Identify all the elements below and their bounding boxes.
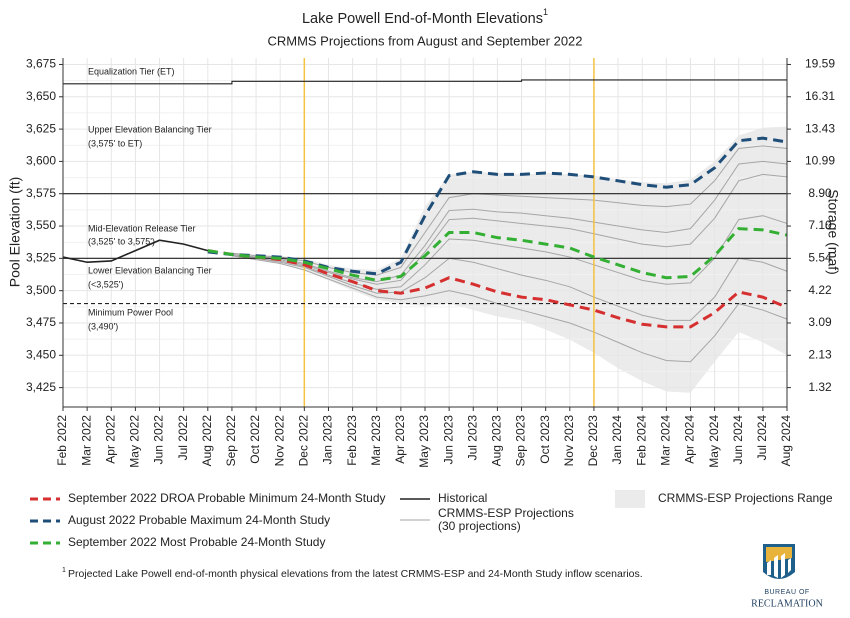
x-tick-label: Aug 2022 (200, 415, 214, 467)
projection-line (231, 160, 788, 283)
legend-label: (30 projections) (438, 519, 521, 533)
x-tick-label: Jul 2022 (176, 415, 190, 461)
legend-swatch (615, 490, 645, 508)
labels-layer: 3,425 3,450 3,475 3,500 3,525 3,550 3,575 3,600… (26, 57, 835, 468)
x-tick-label: Jan 2024 (610, 415, 624, 465)
x-tick-label: Jul 2024 (755, 415, 769, 461)
x-tick-label: Feb 2023 (345, 415, 359, 466)
tier-label: (3,490') (88, 321, 118, 331)
x-tick-label: Mar 2022 (79, 415, 93, 466)
y2-tick-label: 2.13 (808, 347, 832, 361)
chart-title: Lake Powell End-of-Month Elevations1 (302, 7, 548, 26)
projection-line (231, 255, 788, 363)
legend-label: CRMMS-ESP Projections Range (658, 491, 833, 505)
y-axis-label: Pool Elevation (ft) (7, 177, 23, 288)
y2-tick-label: 4.22 (808, 283, 832, 297)
equalization-line (63, 79, 787, 85)
x-tick-label: Jul 2023 (465, 415, 479, 461)
x-tick-label: Dec 2022 (297, 415, 311, 467)
y-tick-label: 3,500 (26, 283, 56, 297)
x-tick-label: Jun 2024 (731, 415, 745, 465)
x-tick-label: Feb 2022 (55, 415, 69, 466)
title-note: 1 (543, 7, 548, 17)
y-tick-label: 3,550 (26, 218, 56, 232)
chart-subtitle: CRMMS Projections from August and Septem… (267, 33, 582, 48)
legend-label: Historical (438, 491, 487, 505)
tier-label: (3,575' to ET) (88, 138, 142, 148)
x-tick-label: Aug 2023 (490, 415, 504, 467)
y-tick-label: 3,575 (26, 186, 56, 200)
y2-tick-label: 10.99 (805, 154, 835, 168)
logo-towers (767, 553, 791, 578)
x-tick-label: Nov 2022 (272, 415, 286, 467)
tier-label: Minimum Power Pool (88, 307, 173, 317)
lines-layer (62, 136, 788, 329)
x-tick-label: Jan 2023 (321, 415, 335, 465)
title-text: Lake Powell End-of-Month Elevations (302, 11, 543, 27)
logo-line: RECLAMATION (751, 598, 823, 609)
footnote: Projected Lake Powell end-of-month physi… (68, 568, 643, 580)
y-tick-label: 3,475 (26, 315, 56, 329)
x-tick-label: Sep 2023 (514, 415, 528, 467)
x-tick-label: May 2022 (128, 415, 142, 468)
tier-label: (<3,525') (88, 279, 124, 289)
x-tick-label: Aug 2024 (779, 415, 793, 467)
y-tick-label: 3,675 (26, 57, 56, 71)
footnote-mark: 1 (62, 567, 66, 574)
tier-label: Lower Elevation Balancing Tier (88, 265, 212, 275)
tier-label: Upper Elevation Balancing Tier (88, 124, 212, 134)
axes-layer (59, 58, 791, 411)
legend-label: CRMMS-ESP Projections (438, 506, 574, 520)
legend-layer: September 2022 DROA Probable Minimum 24-… (30, 490, 833, 549)
tier-label: Equalization Tier (ET) (88, 66, 175, 76)
legend-label: August 2022 Probable Maximum 24-Month St… (68, 513, 330, 527)
y2-tick-label: 1.32 (808, 380, 832, 394)
x-tick-label: Dec 2023 (586, 415, 600, 467)
x-tick-label: Oct 2023 (538, 415, 552, 464)
y2-axis-label: Storage (maf) (825, 189, 841, 275)
x-tick-label: Feb 2024 (634, 415, 648, 466)
tier-label: (3,525' to 3,575') (88, 236, 155, 246)
x-tick-label: Apr 2023 (393, 415, 407, 464)
legend-label: September 2022 Most Probable 24-Month St… (68, 535, 325, 549)
y2-tick-label: 13.43 (805, 121, 835, 135)
logo: BUREAU OF RECLAMATION (751, 544, 823, 609)
x-tick-label: Jun 2022 (152, 415, 166, 465)
x-tick-label: Mar 2023 (369, 415, 383, 466)
grid-layer (62, 58, 788, 407)
y2-tick-label: 19.59 (805, 57, 835, 71)
series-line (207, 227, 788, 282)
y-tick-label: 3,450 (26, 347, 56, 361)
projection-line (231, 255, 788, 321)
y2-tick-label: 16.31 (805, 89, 835, 103)
y-tick-label: 3,525 (26, 251, 56, 265)
series-line (207, 249, 788, 329)
y2-tick-label: 7.10 (808, 218, 832, 232)
y-tick-label: 3,650 (26, 89, 56, 103)
ref-layer (63, 58, 787, 407)
tier-label: Mid-Elevation Release Tier (88, 223, 196, 233)
x-tick-label: Apr 2022 (103, 415, 117, 464)
y2-tick-label: 5.54 (808, 251, 832, 265)
x-tick-label: Nov 2023 (562, 415, 576, 467)
logo-sun (766, 547, 792, 562)
y-tick-label: 3,425 (26, 380, 56, 394)
logo-line: BUREAU OF (764, 589, 809, 596)
legend-label: September 2022 DROA Probable Minimum 24-… (68, 491, 386, 505)
y2-tick-label: 8.90 (808, 186, 832, 200)
x-tick-label: May 2024 (707, 415, 721, 468)
x-tick-label: Mar 2024 (659, 415, 673, 466)
x-tick-label: Jun 2023 (441, 415, 455, 465)
x-tick-label: May 2023 (417, 415, 431, 468)
series-line (62, 239, 209, 264)
y2-tick-label: 3.09 (808, 315, 832, 329)
y-tick-label: 3,600 (26, 154, 56, 168)
x-tick-label: Apr 2024 (683, 415, 697, 464)
x-tick-label: Oct 2022 (248, 415, 262, 464)
y-tick-label: 3,625 (26, 121, 56, 135)
x-tick-label: Sep 2022 (224, 415, 238, 467)
